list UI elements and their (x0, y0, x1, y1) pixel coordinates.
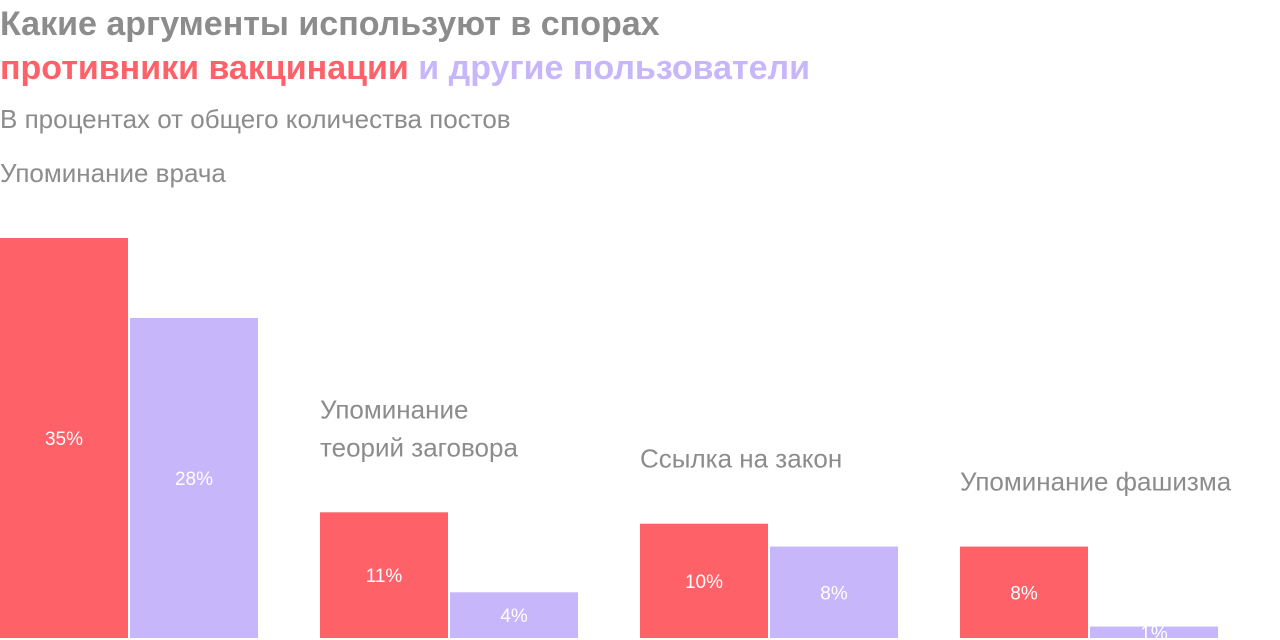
legend-anti-vaccination: противники вакцинации (0, 49, 409, 87)
bar-value-label: 1% (1140, 623, 1168, 640)
category-label: Упоминание фашизма (960, 467, 1232, 497)
bar-anti-vaccination-1 (320, 512, 448, 638)
bar-anti-vaccination-0 (0, 238, 128, 638)
bar-other-users-3 (1090, 626, 1218, 638)
bar-value-label: 10% (685, 572, 723, 593)
bar-anti-vaccination-3 (960, 546, 1088, 638)
category-label: Упоминание (320, 394, 468, 424)
bar-value-label: 8% (820, 583, 848, 604)
bar-value-label: 4% (500, 606, 528, 627)
category-label: Ссылка на закон (640, 444, 842, 474)
bar-value-label: 28% (175, 469, 213, 490)
chart-title: Какие аргументы используют в спорах прот… (0, 2, 810, 90)
bar-other-users-0 (130, 318, 258, 638)
chart-title-line-1: Какие аргументы используют в спорах (0, 5, 660, 43)
legend-other-users: и другие пользователи (418, 49, 811, 87)
bar-other-users-2 (770, 546, 898, 638)
chart-subtitle: В процентах от общего количества постов (0, 104, 511, 134)
chart-title-line-2: противники вакцинации и другие пользоват… (0, 46, 810, 90)
category-label: теорий заговора (320, 432, 518, 462)
bar-anti-vaccination-2 (640, 523, 768, 638)
bar-value-label: 11% (366, 566, 403, 587)
category-label: Упоминание врача (0, 158, 226, 188)
bar-value-label: 35% (45, 429, 83, 450)
bar-value-label: 8% (1010, 583, 1038, 604)
bar-other-users-1 (450, 592, 578, 638)
